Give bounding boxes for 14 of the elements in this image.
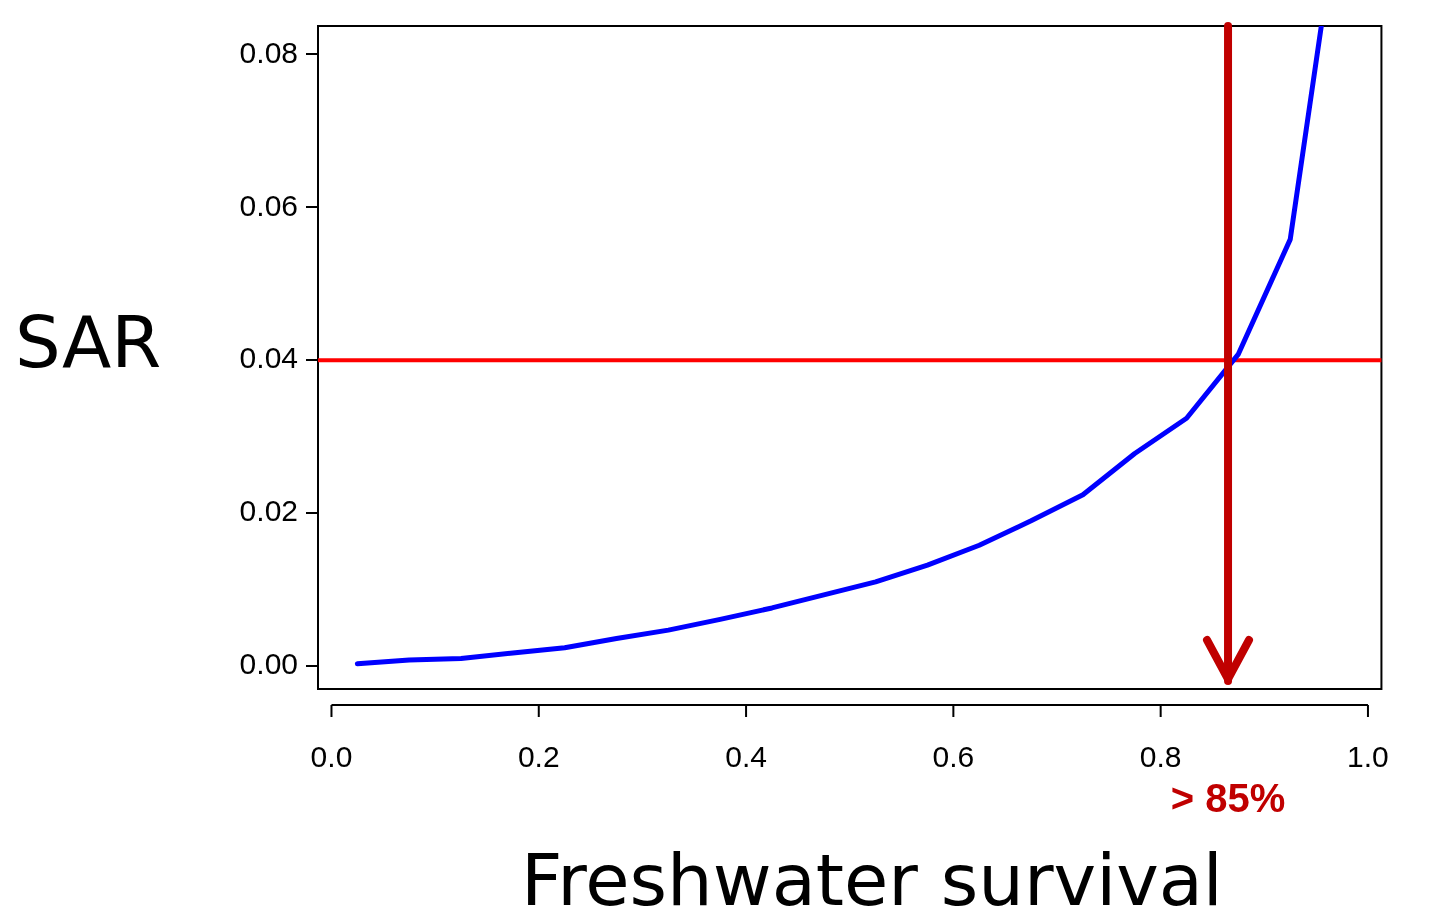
y-tick-label: 0.02	[239, 494, 298, 528]
y-axis-title: SAR	[15, 300, 162, 384]
x-tick-label: 0.6	[932, 740, 975, 774]
x-tick-label: 0.4	[725, 740, 767, 774]
x-tick-label: 0.0	[310, 740, 353, 774]
y-tick-label: 0.00	[239, 647, 298, 681]
x-tick-label: 0.2	[517, 740, 560, 774]
text: > 85%	[1170, 776, 1286, 821]
x-tick-label: 1.0	[1347, 740, 1389, 774]
y-tick-label: 0.04	[239, 341, 298, 375]
y-tick-label: 0.08	[239, 35, 298, 69]
x-axis-title: Freshwater survival	[520, 838, 1224, 919]
x-tick-label: 0.8	[1139, 740, 1182, 774]
y-tick-label: 0.06	[239, 188, 298, 222]
